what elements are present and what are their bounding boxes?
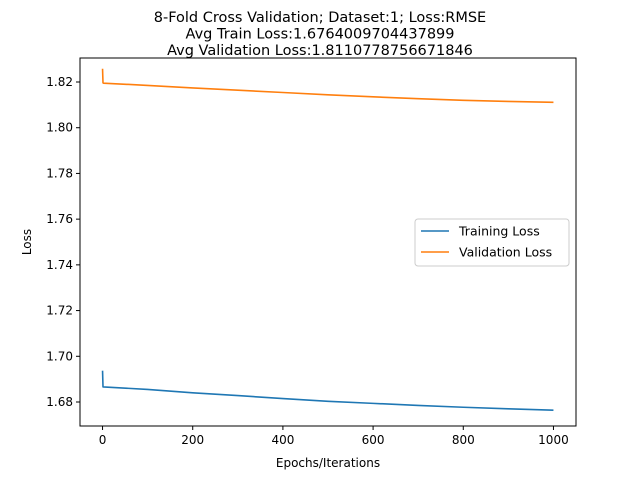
x-tick-label: 0: [99, 433, 107, 447]
y-tick-label: 1.80: [46, 121, 73, 135]
legend: Training Loss Validation Loss: [414, 218, 570, 267]
plot-frame: [79, 57, 577, 427]
x-axis-label: Epochs/Iterations: [276, 456, 380, 470]
title-line-3: Avg Validation Loss:1.8110778756671846: [167, 43, 473, 59]
x-tick-label: 200: [181, 433, 204, 447]
y-tick-label: 1.74: [46, 258, 73, 272]
series-line-training: [101, 370, 554, 412]
legend-label: Training Loss: [458, 224, 540, 239]
legend-box: [414, 218, 570, 267]
legend-label: Validation Loss: [459, 245, 552, 260]
y-tick-label: 1.78: [46, 166, 73, 180]
x-tick-label: 400: [271, 433, 294, 447]
title-line-2: Avg Train Loss:1.6764009704437899: [186, 27, 455, 43]
title-line-1: 8-Fold Cross Validation; Dataset:1; Loss…: [154, 10, 486, 26]
y-tick-label: 1.68: [46, 395, 73, 409]
x-tick-label: 1000: [538, 433, 569, 447]
x-tick-label: 600: [362, 433, 385, 447]
x-axis-ticks: 0 200 400 600 800 1000: [99, 426, 569, 447]
y-axis-label: Loss: [20, 229, 34, 255]
y-tick-label: 1.70: [46, 349, 73, 363]
series-line-validation: [101, 68, 554, 104]
plot-lines: [101, 68, 554, 412]
chart-title: 8-Fold Cross Validation; Dataset:1; Loss…: [154, 10, 486, 59]
y-tick-label: 1.82: [46, 75, 73, 89]
x-tick-label: 800: [452, 433, 475, 447]
y-axis-ticks: 1.68 1.70 1.72 1.74 1.76 1.78 1.80 1.82: [46, 75, 80, 409]
y-tick-label: 1.76: [46, 212, 73, 226]
y-tick-label: 1.72: [46, 304, 73, 318]
